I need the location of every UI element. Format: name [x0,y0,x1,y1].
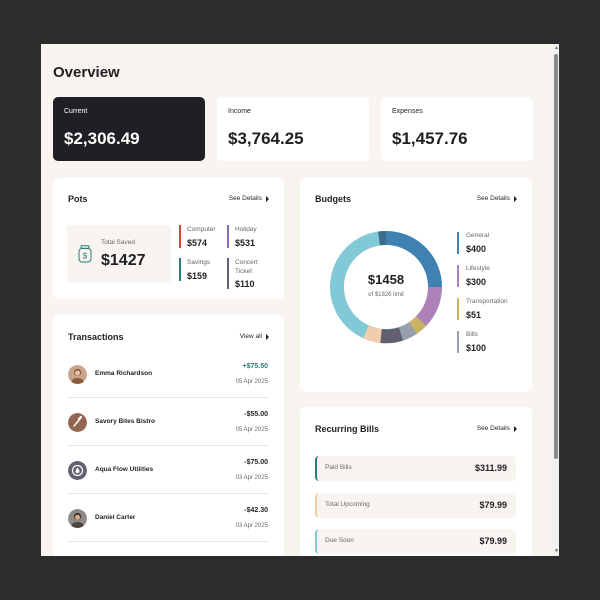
transaction-amount: -$75.00 [244,459,268,466]
budgets-title: Budgets [315,194,351,204]
expenses-amount: $1,457.76 [392,129,468,148]
pot-amount: $531 [235,238,256,248]
scrollbar-thumb[interactable] [554,54,558,459]
bill-name: Total Upcoming [325,501,370,508]
pot-item-savings: Savings $159 [179,258,227,281]
transaction-amount: -$55.00 [244,411,268,418]
budget-limit-label: of $1826 limit [368,292,404,298]
current-label: Current [64,108,88,115]
budgets-panel: Budgets See Details $1458 of $1826 limit [300,178,532,392]
recurring-see-details-link[interactable]: See Details [477,425,517,432]
pot-item-holiday: Holiday $531 [227,225,275,248]
transaction-name: Daniel Carter [95,514,136,521]
expenses-label: Expenses [392,108,423,115]
transaction-row[interactable]: Savory Bites Bistro -$55.00 05 Apr 2025 [68,398,268,446]
link-label: See Details [476,195,510,202]
budget-amount: $300 [466,277,487,287]
pot-name: Concert Ticket [235,259,258,275]
budget-item-general: General $400 [457,232,517,254]
budget-name: General [466,232,490,239]
pot-amount: $110 [235,279,255,289]
bill-row-paid: Paid Bills $311.99 [315,456,516,481]
budget-name: Transportation [466,298,508,305]
transaction-amount: -$42.30 [244,507,268,514]
recurring-bills-title: Recurring Bills [315,424,380,434]
budget-donut-chart: $1458 of $1826 limit [329,230,443,349]
budget-name: Lifestyle [466,265,490,272]
pot-item-computer: Computer $574 [179,225,227,248]
current-amount: $2,306.49 [64,129,140,148]
budget-amount: $51 [466,310,482,320]
budget-amount: $400 [466,244,487,254]
donut-svg [330,230,442,344]
pot-name: Holiday [235,226,257,233]
caret-right-icon [266,333,269,340]
bill-name: Due Soon [325,537,354,544]
transaction-row[interactable]: Daniel Carter -$42.30 03 Apr 2025 [68,494,268,542]
budget-item-transportation: Transportation $51 [457,298,517,320]
recurring-bills-panel: Recurring Bills See Details Paid Bills $… [300,407,532,556]
pots-see-details-link[interactable]: See Details [229,195,269,202]
app-window: Overview Current $2,306.49 Income $3,764… [41,44,559,556]
person-avatar [68,509,87,528]
pots-title: Pots [68,194,88,204]
pot-amount: $159 [187,271,208,281]
link-label: See Details [476,425,510,432]
income-amount: $3,764.25 [228,129,304,148]
budget-item-lifestyle: Lifestyle $300 [457,265,517,287]
income-card: Income $3,764.25 [217,97,369,161]
jar-dollar-icon: $ [78,245,92,263]
caret-right-icon [266,195,269,202]
transaction-date: 05 Apr 2025 [235,427,268,433]
income-label: Income [228,108,251,115]
bill-row-due-soon: Due Soon $79.99 [315,529,516,554]
fork-knife-icon [68,413,87,432]
svg-text:$: $ [83,252,88,261]
person-avatar [68,365,87,384]
current-balance-card: Current $2,306.49 [53,97,205,161]
pot-item-concert-ticket: Concert Ticket $110 [227,258,275,289]
page-title: Overview [53,64,120,81]
transaction-row[interactable]: Emma Richardson +$75.50 05 Apr 2025 [68,350,268,398]
budget-name: Bills [466,331,478,338]
total-saved-amount: $1427 [101,252,146,269]
pot-amount: $574 [187,238,208,248]
pot-name: Computer [187,226,216,233]
scroll-up-arrow-icon[interactable]: ▲ [554,45,559,51]
water-drop-icon [68,461,87,480]
transaction-amount: +$75.50 [242,363,269,370]
budget-amount: $100 [466,343,487,353]
budget-item-bills: Bills $100 [457,331,517,353]
bill-amount: $79.99 [479,536,507,546]
link-label: See Details [228,195,262,202]
transactions-view-all-link[interactable]: View all [240,333,269,340]
scroll-down-arrow-icon[interactable]: ▼ [554,548,559,554]
transaction-name: Aqua Flow Utilities [95,466,154,473]
transaction-date: 05 Apr 2025 [235,379,268,385]
transaction-date: 03 Apr 2025 [235,523,268,529]
link-label: View all [239,333,262,340]
expenses-card: Expenses $1,457.76 [381,97,533,161]
bill-amount: $79.99 [479,500,507,510]
transaction-name: Emma Richardson [95,370,153,377]
bill-name: Paid Bills [325,464,352,471]
vertical-scrollbar[interactable]: ▲ ▼ [553,44,559,556]
transactions-panel: Transactions View all Emma Richardson +$… [53,315,284,556]
total-saved-label: Total Saved [101,239,135,246]
bill-amount: $311.99 [474,463,507,473]
caret-right-icon [514,425,517,432]
total-saved-box: $ Total Saved $1427 [67,225,171,283]
budgets-see-details-link[interactable]: See Details [477,195,517,202]
budget-spent-amount: $1458 [367,272,405,287]
transaction-date: 03 Apr 2025 [235,475,268,481]
bill-row-upcoming: Total Upcoming $79.99 [315,493,516,518]
caret-right-icon [514,195,517,202]
transaction-name: Savory Bites Bistro [95,418,155,425]
pot-name: Savings [187,259,211,266]
transactions-title: Transactions [68,332,124,342]
pots-panel: Pots See Details $ Total Saved $1427 Com… [53,178,284,299]
transaction-row[interactable]: Aqua Flow Utilities -$75.00 03 Apr 2025 [68,446,268,494]
